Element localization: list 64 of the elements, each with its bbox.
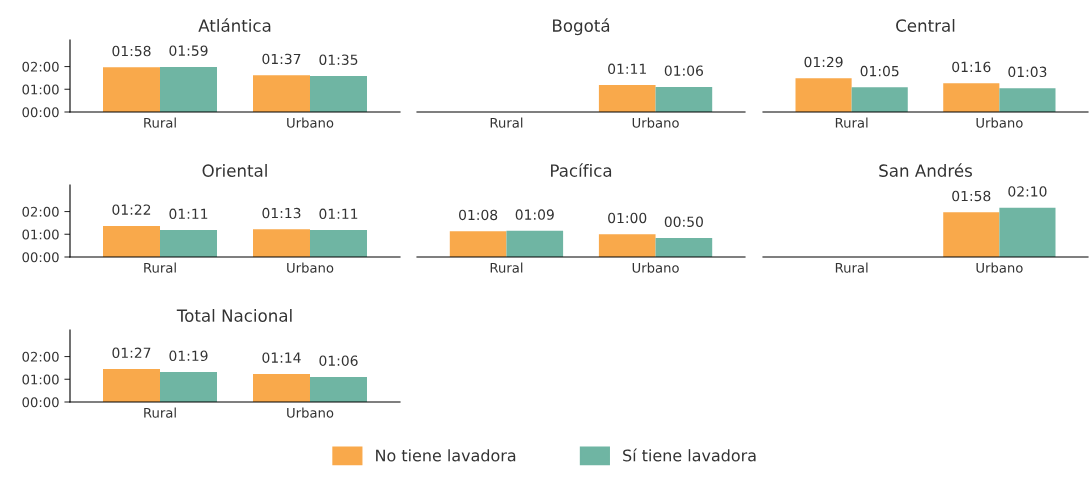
- bar: [851, 87, 908, 112]
- x-tick-label: Rural: [144, 407, 176, 418]
- data-label: 01:19: [169, 350, 208, 362]
- data-label: 01:03: [1008, 66, 1047, 78]
- data-label: 01:09: [515, 209, 554, 220]
- data-label: 01:06: [319, 355, 358, 366]
- data-label: 01:58: [952, 190, 991, 202]
- y-tick-label: 00:00: [22, 252, 59, 263]
- data-label: 01:29: [804, 56, 843, 68]
- legend-label: No tiene lavadora: [376, 449, 516, 462]
- x-tick-label: Urbano: [287, 117, 334, 128]
- y-tick-label: 01:00: [22, 374, 59, 385]
- x-tick-label: Rural: [144, 117, 176, 128]
- chart-title: San Andrés: [879, 163, 972, 177]
- y-tick-label: 02:00: [22, 61, 59, 72]
- data-label: 01:59: [169, 45, 208, 56]
- x-tick-label: Rural: [144, 262, 176, 273]
- chart-title: Pacífica: [551, 163, 612, 177]
- data-label: 01:14: [262, 352, 301, 363]
- data-label: 01:58: [112, 45, 151, 57]
- data-label: 02:10: [1008, 186, 1047, 197]
- y-tick-label: 02:00: [22, 206, 59, 217]
- bar: [449, 231, 507, 257]
- data-label: 01:05: [860, 65, 899, 77]
- y-tick-label: 01:00: [22, 229, 59, 240]
- y-tick-label: 00:00: [22, 107, 59, 118]
- x-tick-label: Rural: [490, 262, 523, 273]
- y-tick-label: 00:00: [22, 397, 59, 408]
- chart-title: Central: [896, 19, 955, 32]
- x-tick-label: Urbano: [632, 262, 679, 273]
- data-label: 01:35: [319, 54, 358, 65]
- x-tick-label: Rural: [835, 262, 868, 273]
- chart-title: Oriental: [202, 164, 267, 177]
- data-label: 01:06: [664, 65, 704, 76]
- data-label: 01:11: [608, 63, 646, 75]
- x-tick-label: Urbano: [632, 117, 679, 128]
- data-label: 01:11: [319, 208, 358, 220]
- data-label: 01:08: [459, 209, 498, 221]
- bar: [598, 234, 656, 257]
- chart-title: Atlántica: [198, 18, 271, 32]
- x-tick-label: Urbano: [976, 117, 1023, 128]
- bar: [999, 88, 1056, 112]
- bar: [655, 238, 713, 257]
- chart-title: Bogotá: [553, 18, 610, 36]
- data-label: 00:50: [664, 216, 703, 228]
- bar: [943, 83, 1000, 112]
- legend-label: Sí tiene lavadora: [623, 448, 756, 462]
- x-tick-label: Urbano: [287, 407, 334, 418]
- data-label: 01:22: [112, 204, 151, 215]
- bar: [795, 78, 852, 112]
- data-label: 01:37: [262, 53, 301, 65]
- x-tick-label: Urbano: [287, 262, 334, 273]
- bar: [506, 230, 564, 257]
- y-tick-label: 02:00: [22, 351, 59, 362]
- data-label: 01:00: [608, 212, 647, 224]
- chart-title: Total Nacional: [176, 309, 292, 322]
- x-tick-label: Urbano: [976, 262, 1023, 273]
- data-label: 01:11: [169, 208, 208, 220]
- data-label: 01:13: [262, 207, 301, 219]
- y-tick-label: 01:00: [22, 84, 59, 95]
- data-label: 01:16: [952, 61, 991, 73]
- x-tick-label: Rural: [835, 117, 868, 128]
- data-label: 01:27: [112, 347, 151, 359]
- x-tick-label: Rural: [490, 117, 523, 128]
